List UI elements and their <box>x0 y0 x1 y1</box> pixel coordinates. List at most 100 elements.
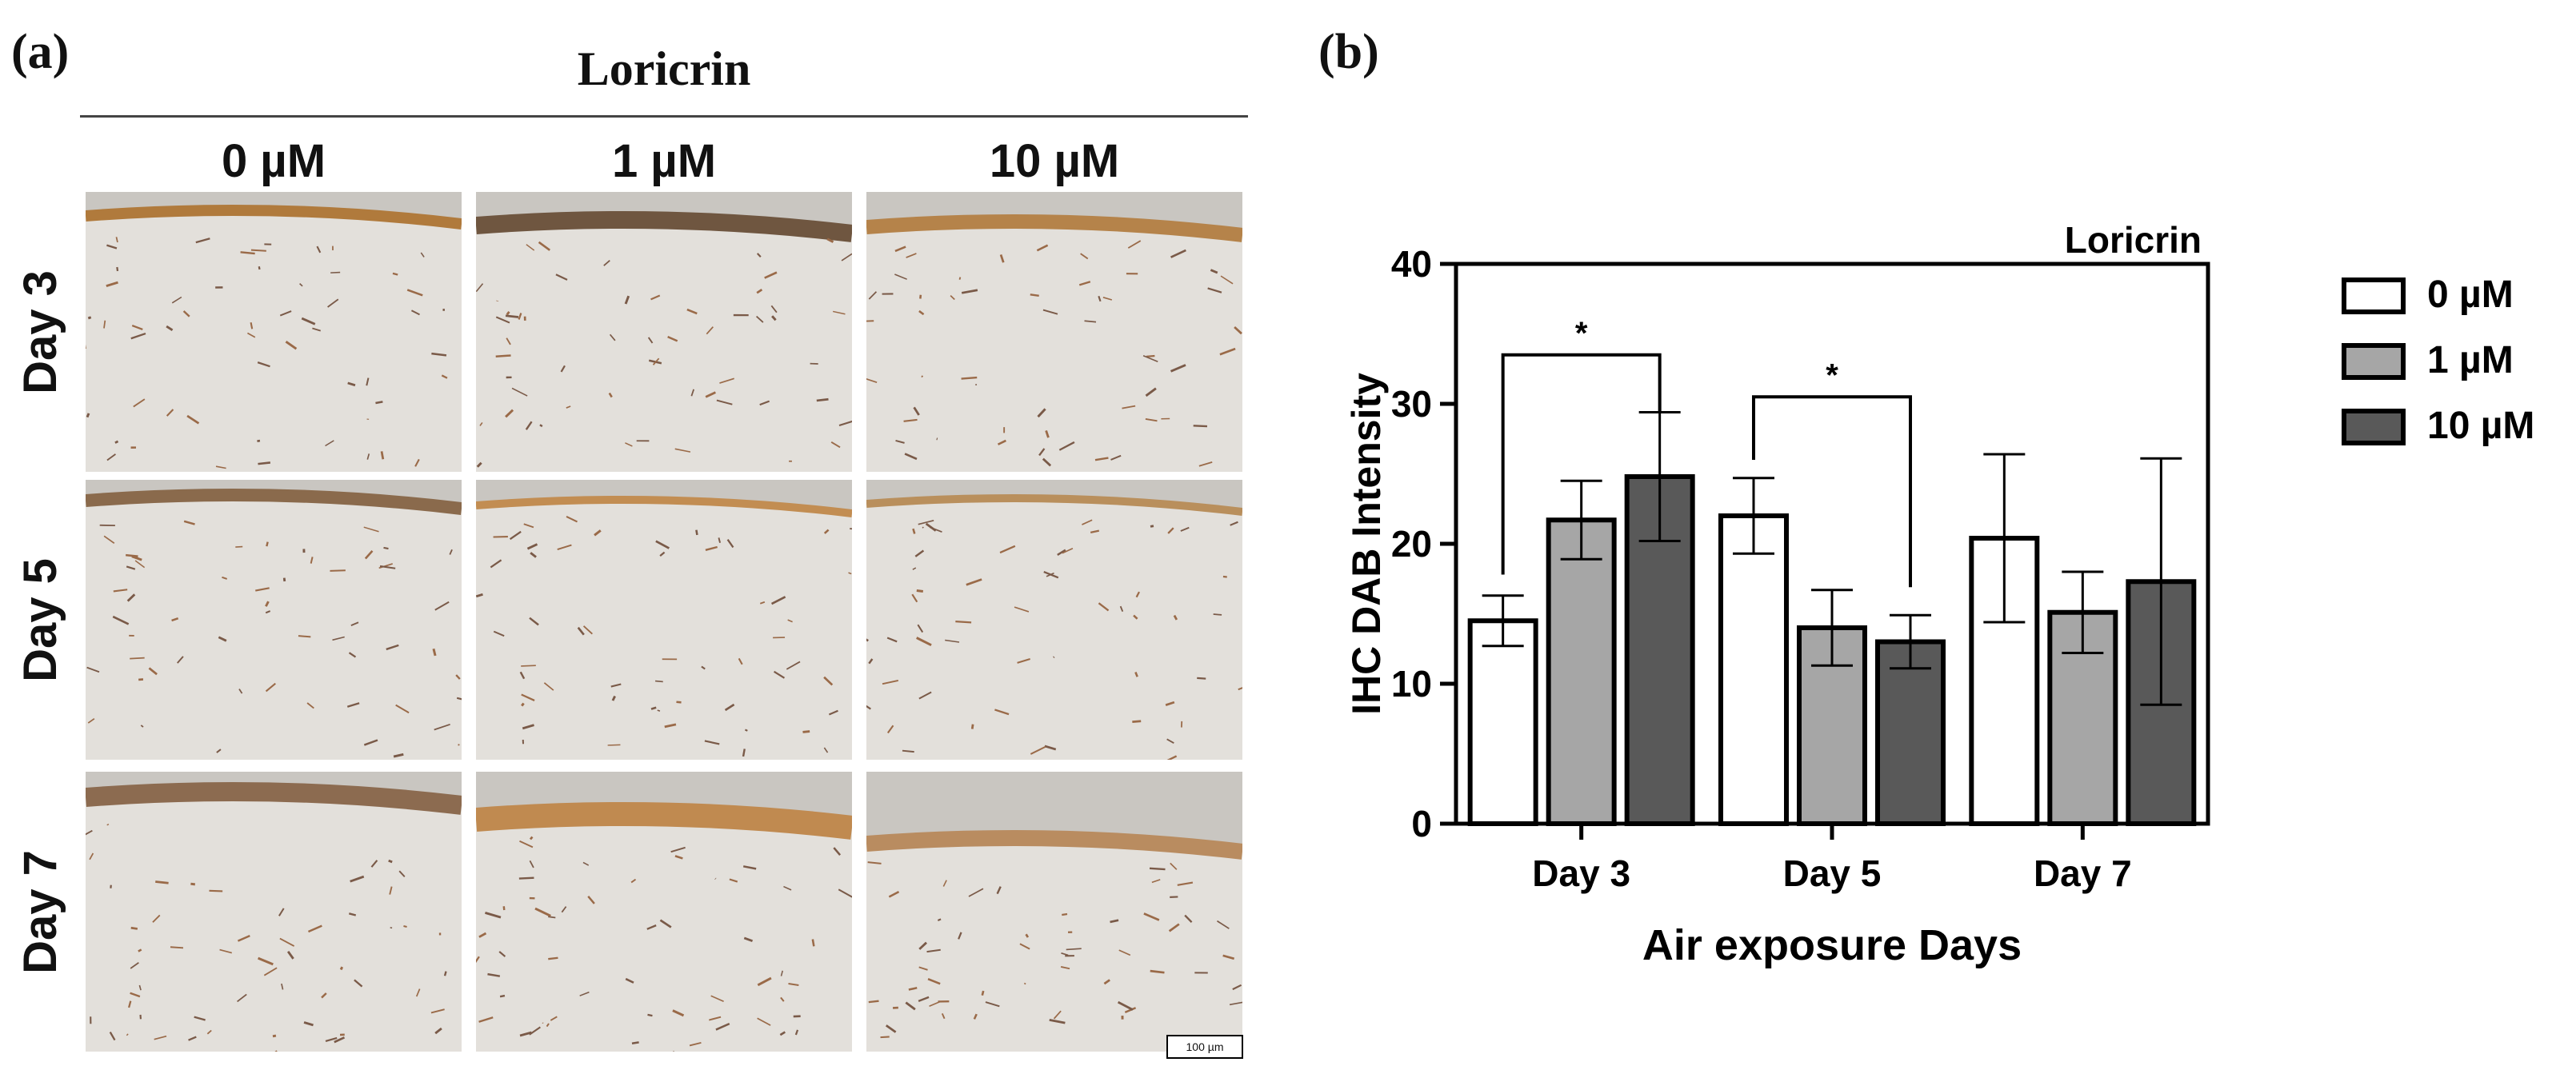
fibroblast-cell <box>905 1001 916 1011</box>
fibroblast-cell <box>724 703 735 712</box>
title-divider <box>80 115 1248 118</box>
fibroblast-cell <box>476 956 480 964</box>
x-tick-label: Day 5 <box>1783 852 1882 894</box>
fibroblast-cell <box>961 289 978 294</box>
fibroblast-cell <box>968 888 984 897</box>
fibroblast-cell <box>906 253 917 258</box>
fibroblast-cell <box>487 972 501 977</box>
fibroblast-cell <box>555 273 568 281</box>
fibroblast-cell <box>579 991 590 996</box>
fibroblast-cell <box>823 676 834 686</box>
tissue-background <box>86 772 462 1052</box>
fibroblast-cell <box>647 1013 653 1017</box>
fibroblast-cell <box>339 966 344 971</box>
fibroblast-cell <box>350 621 359 627</box>
fibroblast-cell <box>434 1027 442 1035</box>
fibroblast-cell <box>177 656 184 664</box>
fibroblast-cell <box>1132 720 1142 723</box>
fibroblast-cell <box>833 847 842 856</box>
fibroblast-cell <box>495 316 510 324</box>
fibroblast-cell <box>346 702 360 708</box>
fibroblast-cell <box>811 939 815 947</box>
fibroblast-cell <box>128 1000 132 1008</box>
fibroblast-cell <box>904 453 918 461</box>
fibroblast-cell <box>299 283 303 287</box>
fibroblast-cell <box>389 886 393 895</box>
fibroblast-cell <box>388 859 393 864</box>
fibroblast-cell <box>705 545 718 551</box>
fibroblast-cell <box>826 238 834 243</box>
fibroblast-cell <box>1045 430 1050 438</box>
fibroblast-cell <box>325 440 334 447</box>
fibroblast-cell <box>1170 249 1186 258</box>
fibroblast-cell <box>1151 879 1161 884</box>
fibroblast-cell <box>539 424 543 428</box>
fibroblast-cell <box>838 888 852 898</box>
fibroblast-cell <box>152 914 161 923</box>
fibroblast-cell <box>1042 309 1058 315</box>
fibroblast-cell <box>650 294 661 301</box>
fibroblast-cell <box>112 615 130 625</box>
fibroblast-cell <box>913 406 920 416</box>
micrograph-day7-0uM <box>86 772 462 1052</box>
fibroblast-cell <box>1030 745 1046 755</box>
tissue-background <box>86 192 462 472</box>
significance-marker: * <box>1826 357 1838 393</box>
fibroblast-cell <box>476 283 484 293</box>
fibroblast-cell <box>1017 657 1030 664</box>
fibroblast-cell <box>1038 448 1046 457</box>
fibroblast-cell <box>87 316 92 320</box>
fibroblast-cell <box>171 617 179 622</box>
fibroblast-cell <box>334 1036 346 1044</box>
fibroblast-cell <box>867 861 882 864</box>
fibroblast-cell <box>530 552 537 558</box>
fibroblast-cell <box>518 313 522 320</box>
fibroblast-cell <box>970 724 974 729</box>
fibroblast-cell <box>868 658 874 665</box>
fibroblast-cell <box>937 918 942 921</box>
bar <box>1546 517 1617 826</box>
panel-a-title: Loricrin <box>577 42 751 95</box>
fibroblast-cell <box>1061 952 1069 956</box>
fibroblast-cell <box>866 377 878 383</box>
fibroblast-cell <box>743 936 754 943</box>
fibroblast-cell <box>106 453 116 461</box>
fibroblast-cell <box>690 389 695 397</box>
fibroblast-cell <box>222 576 228 580</box>
fibroblast-cell <box>366 453 370 460</box>
legend-label: 0 µM <box>2427 273 2514 316</box>
fibroblast-cell <box>1094 457 1109 461</box>
fibroblast-cell <box>430 1008 445 1014</box>
fibroblast-cell <box>130 962 139 969</box>
stained-epidermis-layer <box>866 493 1242 516</box>
fibroblast-cell <box>1019 943 1030 950</box>
fibroblast-cell <box>265 682 276 693</box>
fibroblast-cell <box>918 691 932 700</box>
fibroblast-cell <box>647 337 654 344</box>
fibroblast-cell <box>945 639 960 643</box>
fibroblast-cell <box>625 977 634 984</box>
fibroblast-cell <box>914 549 925 557</box>
fibroblast-cell <box>1222 954 1235 960</box>
fibroblast-cell <box>155 880 169 884</box>
micrograph-day3-10uM <box>866 192 1242 472</box>
fibroblast-cell <box>195 238 210 244</box>
fibroblast-cell <box>686 308 698 315</box>
fibroblast-cell <box>116 266 119 272</box>
fibroblast-cell <box>894 246 906 253</box>
row-header-day3: Day 3 <box>14 270 66 394</box>
fibroblast-cell <box>868 1000 879 1004</box>
stained-epidermis-layer <box>866 214 1242 242</box>
fibroblast-cell <box>1166 755 1178 760</box>
fibroblast-cell <box>502 906 506 911</box>
fibroblast-cell <box>526 244 535 251</box>
fibroblast-cell <box>378 563 393 569</box>
fibroblast-cell <box>246 332 256 338</box>
fibroblast-cell <box>912 528 916 534</box>
fibroblast-cell <box>392 272 398 276</box>
fibroblast-cell <box>676 701 682 704</box>
fibroblast-cell <box>485 911 502 919</box>
fibroblast-cell <box>866 638 869 642</box>
fibroblast-cell <box>726 539 734 549</box>
fibroblast-cell <box>106 281 118 288</box>
